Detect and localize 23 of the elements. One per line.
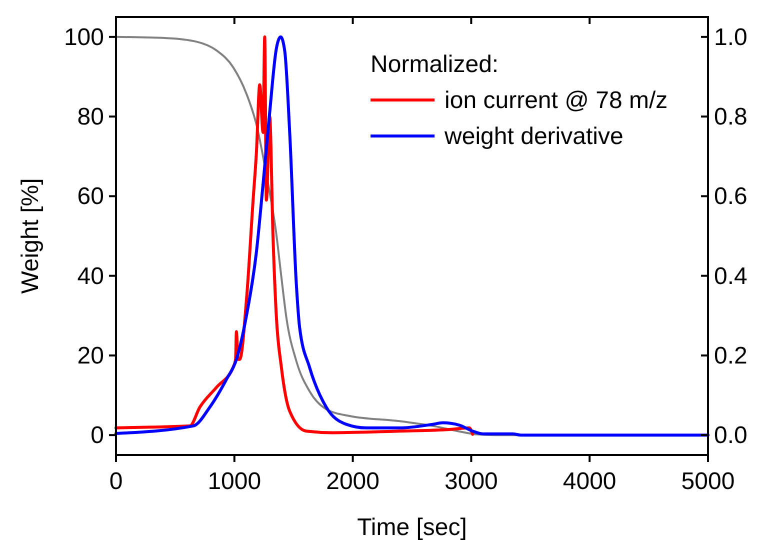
y2-tick-label: 1.0 <box>714 24 748 51</box>
y-tick-label: 20 <box>77 342 104 370</box>
legend-label: weight derivative <box>444 123 624 150</box>
x-tick-label: 0 <box>109 468 123 495</box>
y-tick-label: 40 <box>77 262 104 290</box>
y-tick-label: 80 <box>77 104 104 131</box>
x-tick-label: 5000 <box>681 468 735 495</box>
y-axis-title: Weight [%] <box>17 178 44 294</box>
y2-tick-label: 0.2 <box>714 342 748 370</box>
x-axis-title: Time [sec] <box>357 514 467 541</box>
x-tick-label: 4000 <box>562 468 616 495</box>
legend-title: Normalized: <box>370 51 499 78</box>
x-tick-label: 3000 <box>444 468 498 495</box>
y-tick-label: 60 <box>77 183 104 210</box>
y2-tick-label: 0.4 <box>714 262 748 290</box>
x-tick-label: 2000 <box>326 468 380 495</box>
x-tick-label: 1000 <box>208 468 262 495</box>
y2-tick-label: 0.0 <box>714 422 748 450</box>
y2-tick-label: 0.8 <box>714 104 748 131</box>
y2-tick-label: 0.6 <box>714 183 748 210</box>
legend-label: ion current @ 78 m/z <box>444 87 668 114</box>
y-tick-label: 100 <box>64 24 104 51</box>
y-tick-label: 0 <box>90 422 104 450</box>
